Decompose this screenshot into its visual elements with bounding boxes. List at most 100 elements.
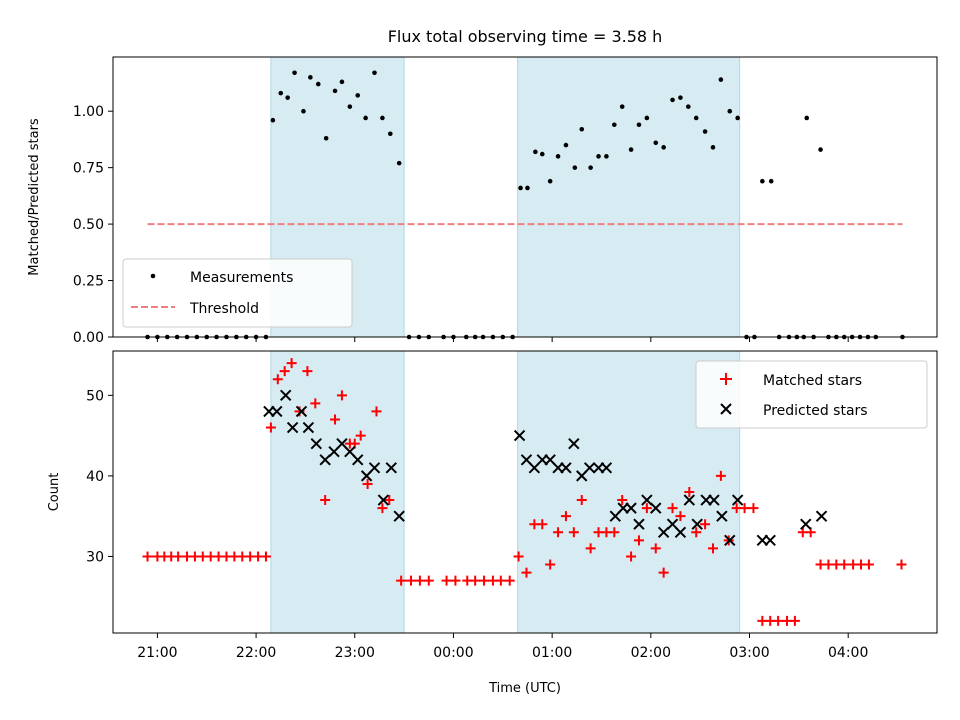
matched-star-point xyxy=(173,551,184,562)
matched-star-point xyxy=(142,551,153,562)
measurement-point xyxy=(315,81,321,87)
top-y-tick-label: 1.00 xyxy=(73,104,104,120)
predicted-star-point xyxy=(377,494,390,506)
legend-measurements-marker xyxy=(150,273,156,279)
bottom-shaded-interval-0 xyxy=(270,350,405,634)
predicted-star-point xyxy=(368,462,381,474)
top-panel: 0.00 0.25 0.50 0.75 1.00 Flux total observin… xyxy=(27,27,938,346)
matched-star-point xyxy=(748,503,759,514)
matched-star-point xyxy=(286,358,297,369)
predicted-star-point xyxy=(716,510,728,522)
measurement-point xyxy=(596,154,601,159)
matched-star-point xyxy=(495,575,506,586)
matched-star-point xyxy=(371,406,382,417)
measurement-point xyxy=(818,147,823,152)
legend-matched-label: Matched stars xyxy=(763,373,862,389)
matched-star-point xyxy=(691,527,702,538)
bottom-axes-frame xyxy=(112,350,938,634)
matched-star-point xyxy=(585,543,596,554)
matched-star-point xyxy=(272,374,283,385)
top-y-axis-label: Matched/Predicted stars xyxy=(27,118,42,276)
matched-star-point xyxy=(537,519,548,530)
matched-star-point xyxy=(839,559,850,570)
chart-title: Flux total observing time = 3.58 h xyxy=(388,27,663,46)
predicted-star-point xyxy=(310,437,322,450)
matched-star-point xyxy=(441,575,452,586)
x-tick-label: 22:00 xyxy=(236,645,276,661)
predicted-star-point xyxy=(295,405,308,418)
measurement-point xyxy=(804,115,810,121)
bottom-y-axis-label: Count xyxy=(47,473,62,512)
predicted-star-point xyxy=(568,437,580,450)
predicted-star-point xyxy=(657,526,670,538)
measurement-point xyxy=(693,115,699,121)
measurement-point xyxy=(644,115,650,121)
predicted-star-point xyxy=(724,534,736,547)
legend-threshold-label: Threshold xyxy=(189,301,259,317)
predicted-star-point xyxy=(815,510,828,522)
matched-star-point xyxy=(609,527,620,538)
top-y-ticks: 0.00 0.25 0.50 0.75 1.00 xyxy=(73,104,113,346)
matched-star-point xyxy=(479,575,490,586)
bottom-y-tick-label: 40 xyxy=(86,469,104,485)
legend-predicted-marker xyxy=(720,403,732,415)
measurement-point xyxy=(670,97,675,103)
predicted-star-point xyxy=(600,462,613,474)
measurement-point xyxy=(727,108,733,114)
top-legend: Measurements Threshold xyxy=(122,258,353,328)
matched-star-point xyxy=(414,575,425,586)
measurement-point xyxy=(619,104,625,109)
predicted-star-point xyxy=(286,421,299,434)
measurement-point xyxy=(678,95,683,100)
predicted-star-point xyxy=(625,502,637,514)
measurement-point xyxy=(718,77,724,82)
top-legend-box xyxy=(122,258,353,328)
measurement-point xyxy=(278,90,284,96)
matched-star-point xyxy=(504,575,515,586)
predicted-star-point xyxy=(271,405,283,418)
x-tick-label: 23:00 xyxy=(335,645,375,661)
predicted-star-point xyxy=(641,494,653,506)
matched-star-point xyxy=(470,575,481,586)
predicted-star-point xyxy=(691,518,703,530)
matched-star-point xyxy=(739,503,750,514)
predicted-star-point xyxy=(674,526,687,538)
measurement-point xyxy=(518,185,523,191)
matched-star-point xyxy=(789,615,800,626)
predicted-star-point xyxy=(302,421,315,434)
matched-star-point xyxy=(707,543,718,554)
measurement-point xyxy=(323,135,329,141)
measurement-point xyxy=(285,95,290,100)
x-tick-label: 02:00 xyxy=(631,645,671,661)
matched-star-point xyxy=(553,527,564,538)
predicted-star-point xyxy=(731,494,744,506)
matched-star-point xyxy=(576,495,587,506)
matched-star-point xyxy=(384,495,395,506)
matched-star-point xyxy=(330,414,341,425)
predicted-star-point xyxy=(385,462,397,474)
bottom-legend: Matched stars Predicted stars xyxy=(695,360,928,429)
matched-star-point xyxy=(667,503,678,514)
matched-stars-points xyxy=(142,358,907,626)
predicted-star-point xyxy=(650,502,662,514)
matched-star-point xyxy=(560,511,571,522)
top-y-tick-label: 0.25 xyxy=(73,274,104,290)
predicted-star-point xyxy=(708,494,720,506)
matched-star-point xyxy=(773,615,784,626)
matched-star-point xyxy=(626,551,637,562)
x-axis-label: Time (UTC) xyxy=(488,681,561,696)
matched-star-point xyxy=(863,559,874,570)
legend-predicted-label: Predicted stars xyxy=(763,403,868,419)
x-tick-label: 00:00 xyxy=(433,645,473,661)
predicted-stars-points xyxy=(263,389,828,547)
top-x-ticks xyxy=(156,337,849,342)
matched-star-point xyxy=(279,366,290,377)
matched-star-point xyxy=(675,511,686,522)
matched-star-point xyxy=(336,390,347,401)
bottom-y-tick-label: 50 xyxy=(86,388,104,404)
measurement-point xyxy=(555,154,561,159)
matched-star-point xyxy=(650,543,661,554)
top-y-tick-label: 0.50 xyxy=(73,217,104,233)
